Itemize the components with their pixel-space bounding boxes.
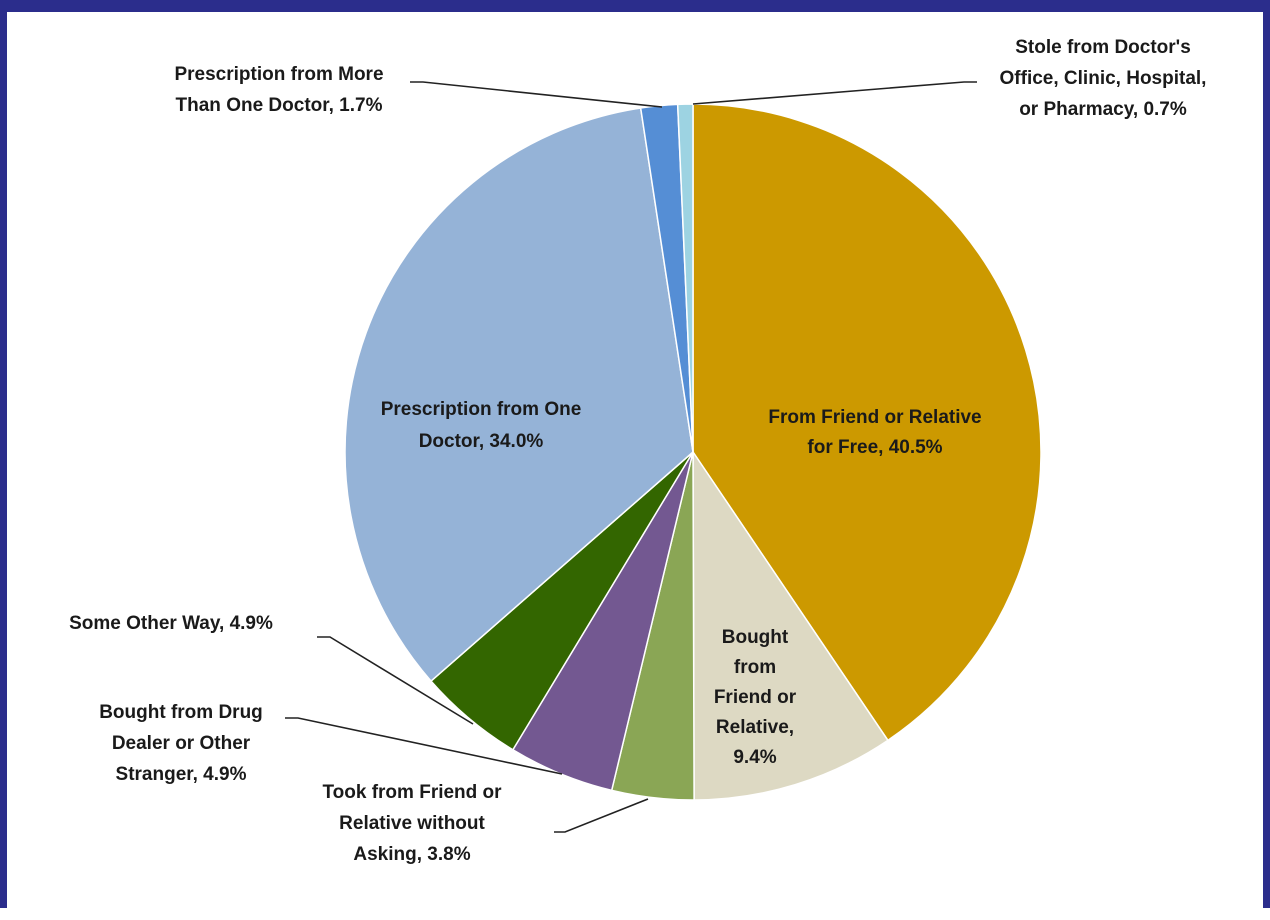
label-line: 9.4%: [733, 747, 776, 768]
slice-bought-from-friend-or-relative: [692, 449, 889, 801]
label-line: for Free, 40.5%: [807, 437, 942, 458]
leader-line-bought-from-drug-dealer-or-other-stranger: [285, 717, 563, 775]
label-line: Dealer or Other: [112, 733, 251, 754]
label-line: Bought: [722, 627, 789, 648]
pie-slices: [344, 103, 1042, 801]
label-bought-from-friend-or-relative: Bought from Friend or Relative, 9.4%: [714, 627, 797, 768]
label-line: Prescription from One: [381, 399, 582, 420]
label-line: Prescription from More: [174, 64, 383, 85]
label-stole-from-doctor-s-office-clinic-hospital-or-pharmacy: Stole from Doctor's Office, Clinic, Hospi…: [1000, 37, 1207, 120]
label-bought-from-drug-dealer-or-other-stranger: Bought from Drug Dealer or Other Stranger,…: [99, 702, 263, 785]
leader-line-prescription-from-more-than-one-doctor: [410, 81, 663, 108]
label-line: Than One Doctor, 1.7%: [176, 95, 383, 116]
label-line: Asking, 3.8%: [353, 844, 470, 865]
label-line: Doctor, 34.0%: [419, 431, 544, 452]
leader-line-took-from-friend-or-relative-without-asking: [554, 798, 649, 833]
label-line: Stole from Doctor's: [1015, 37, 1191, 58]
slice-labels: From Friend or Relative for Free, 40.5% Bo…: [69, 37, 1206, 865]
label-line: Friend or: [714, 687, 797, 708]
label-line: From Friend or Relative: [768, 407, 981, 428]
label-line: Bought from Drug: [99, 702, 263, 723]
label-prescription-from-more-than-one-doctor: Prescription from More Than One Doctor, 1…: [174, 64, 383, 116]
label-line: from: [734, 657, 776, 678]
slice-prescription-from-one-doctor: [344, 107, 694, 683]
leader-line-stole-from-doctor-s-office-clinic-hospital-or-pharmacy: [692, 81, 977, 105]
leader-lines: [285, 81, 977, 833]
slice-stole-from-doctor-s-office-clinic-hospital-or-pharmacy: [676, 103, 694, 453]
label-line: or Pharmacy, 0.7%: [1019, 99, 1187, 120]
label-some-other-way: Some Other Way, 4.9%: [69, 613, 273, 634]
label-line: Relative,: [716, 717, 794, 738]
label-prescription-from-one-doctor: Prescription from One Doctor, 34.0%: [381, 399, 582, 452]
slice-from-friend-or-relative-for-free: [692, 103, 1042, 742]
pie-chart: From Friend or Relative for Free, 40.5% Bo…: [69, 37, 1206, 865]
label-line: Relative without: [339, 813, 485, 834]
label-line: Stranger, 4.9%: [116, 764, 247, 785]
leader-line-some-other-way: [317, 636, 474, 725]
label-line: Took from Friend or: [322, 782, 502, 803]
label-line: Office, Clinic, Hospital,: [1000, 68, 1207, 89]
label-took-from-friend-or-relative-without-asking: Took from Friend or Relative without Askin…: [322, 782, 502, 865]
label-from-friend-or-relative-for-free: From Friend or Relative for Free, 40.5%: [768, 407, 981, 458]
label-line: Some Other Way, 4.9%: [69, 613, 273, 634]
